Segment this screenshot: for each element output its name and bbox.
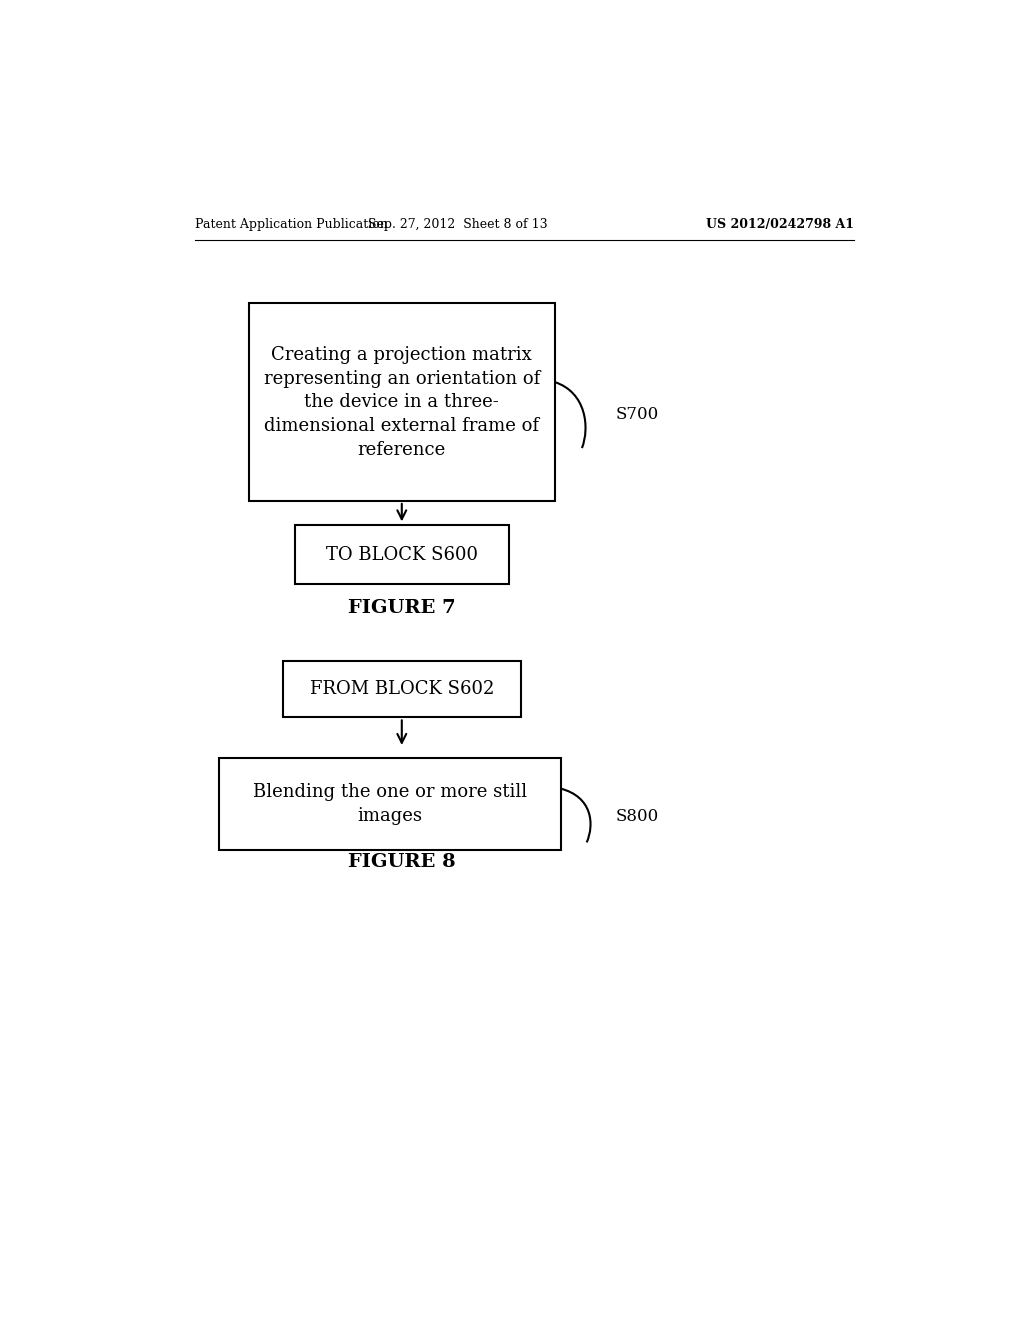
Bar <box>249 304 555 502</box>
Text: Patent Application Publication: Patent Application Publication <box>196 218 388 231</box>
Text: FIGURE 7: FIGURE 7 <box>348 599 456 616</box>
Text: Blending the one or more still
images: Blending the one or more still images <box>253 783 527 825</box>
Bar <box>219 758 560 850</box>
Text: Sep. 27, 2012  Sheet 8 of 13: Sep. 27, 2012 Sheet 8 of 13 <box>368 218 547 231</box>
Bar <box>283 661 521 717</box>
Text: FROM BLOCK S602: FROM BLOCK S602 <box>309 680 494 698</box>
Text: FIGURE 8: FIGURE 8 <box>348 853 456 871</box>
Text: US 2012/0242798 A1: US 2012/0242798 A1 <box>707 218 854 231</box>
Text: S700: S700 <box>616 407 659 422</box>
Text: S800: S800 <box>616 808 659 825</box>
Bar <box>295 525 509 585</box>
Text: Creating a projection matrix
representing an orientation of
the device in a thre: Creating a projection matrix representin… <box>263 346 540 458</box>
Text: TO BLOCK S600: TO BLOCK S600 <box>326 545 478 564</box>
